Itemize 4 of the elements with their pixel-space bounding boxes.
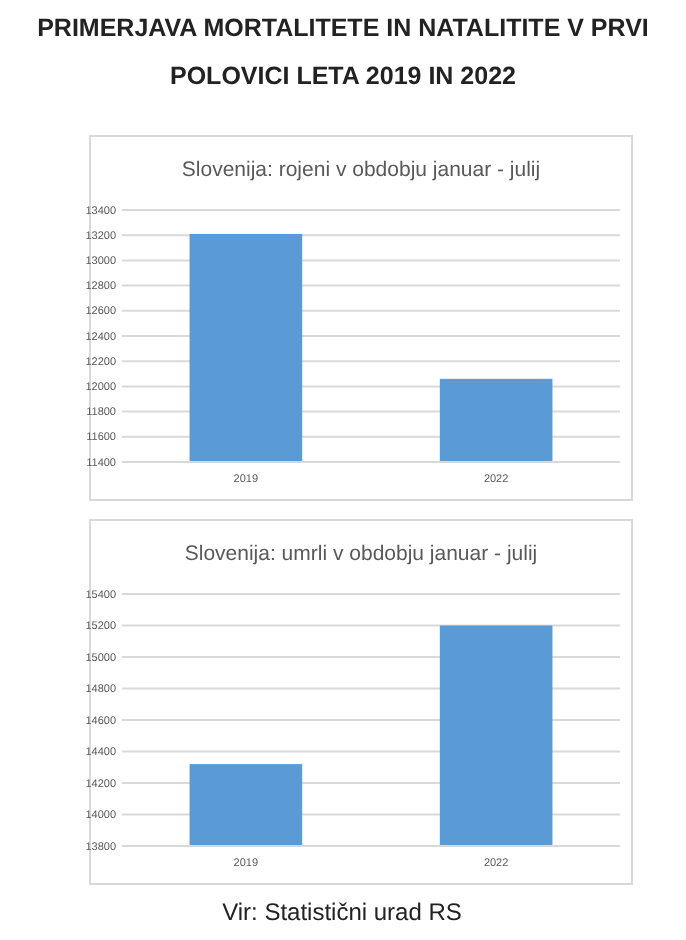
text: Vir: Statistični urad RS xyxy=(222,898,462,926)
chart-title: Slovenija: rojeni v obdobju januar - julij xyxy=(181,158,541,182)
text: PRIMERJAVA MORTALITETE IN NATALITITE V PRVI POLOVICI LETA 2019 IN 2022 xyxy=(35,12,651,94)
chart-title: Slovenija: umrli v obdobju januar - julij xyxy=(184,542,538,566)
